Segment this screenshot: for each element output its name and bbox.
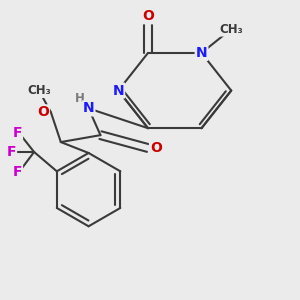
Text: N: N (196, 46, 207, 60)
Text: N: N (112, 84, 124, 98)
Text: F: F (13, 165, 22, 179)
Text: H: H (75, 92, 85, 105)
Text: O: O (142, 9, 154, 23)
Text: O: O (150, 141, 162, 155)
Text: CH₃: CH₃ (27, 84, 51, 97)
Text: F: F (13, 126, 22, 140)
Text: N: N (83, 101, 94, 116)
Text: CH₃: CH₃ (219, 22, 243, 36)
Text: O: O (37, 105, 49, 119)
Text: F: F (7, 145, 16, 159)
